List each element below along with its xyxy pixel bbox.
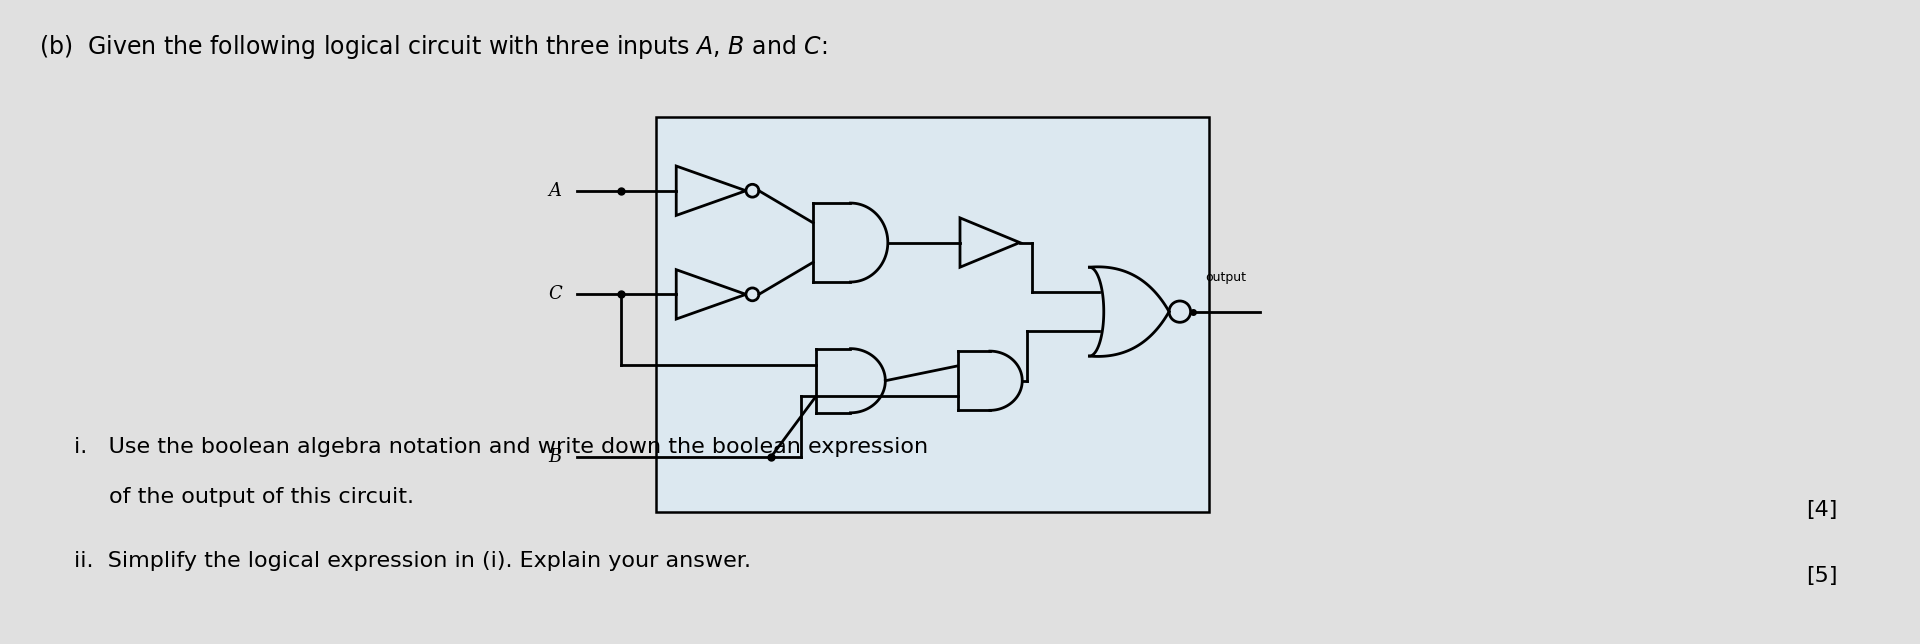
- Text: i.   Use the boolean algebra notation and write down the boolean expression: i. Use the boolean algebra notation and …: [73, 437, 927, 457]
- Text: of the output of this circuit.: of the output of this circuit.: [109, 487, 413, 507]
- Text: [4]: [4]: [1807, 500, 1837, 520]
- Text: C: C: [547, 285, 563, 303]
- Text: output: output: [1206, 271, 1246, 284]
- Text: (b)  Given the following logical circuit with three inputs $A$, $B$ and $C$:: (b) Given the following logical circuit …: [38, 33, 828, 61]
- Text: A: A: [549, 182, 563, 200]
- Text: [5]: [5]: [1807, 566, 1837, 586]
- Text: ii.  Simplify the logical expression in (i). Explain your answer.: ii. Simplify the logical expression in (…: [73, 551, 751, 571]
- FancyBboxPatch shape: [657, 117, 1210, 511]
- Text: B: B: [549, 448, 563, 466]
